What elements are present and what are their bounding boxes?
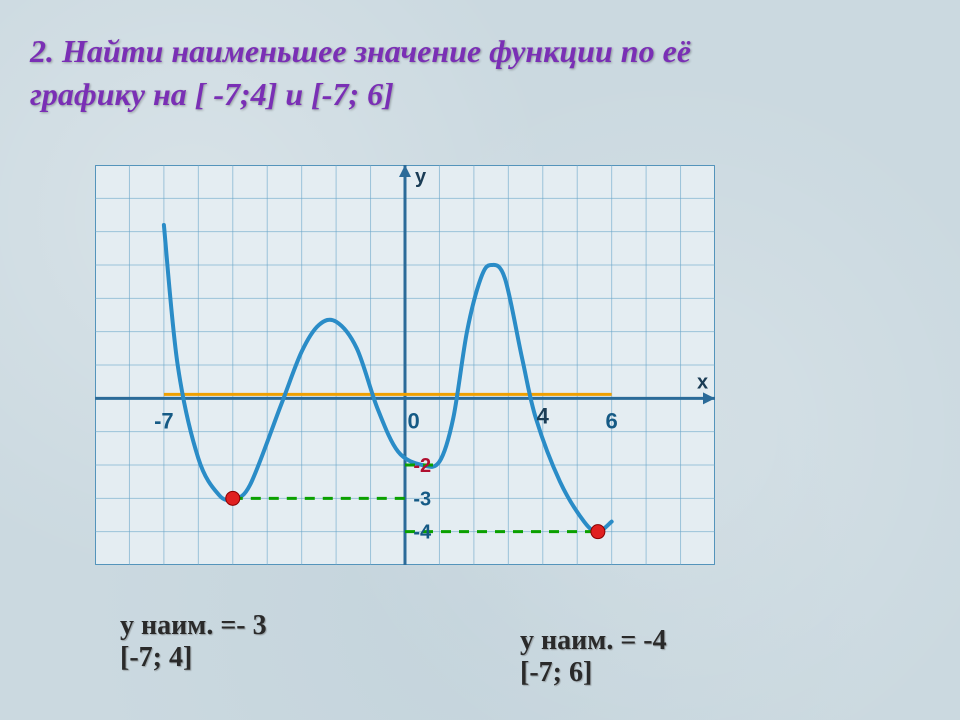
svg-text:-3: -3 — [413, 488, 431, 510]
svg-text:-7: -7 — [154, 409, 174, 434]
title-line-2: графику на [ -7;4] и [-7; 6] — [30, 76, 394, 112]
svg-text:-4: -4 — [413, 522, 432, 544]
svg-text:6: 6 — [606, 409, 618, 434]
problem-title: 2. Найти наименьшее значение функции по … — [30, 30, 930, 116]
svg-text:0: 0 — [407, 409, 419, 434]
title-line-1: 2. Найти наименьшее значение функции по … — [30, 33, 691, 69]
function-chart: y x -7 0 4 6 -2 -3 -4 — [95, 165, 715, 565]
answer-right-line-1: y наим. = -4 — [520, 625, 667, 656]
chart-svg: y x -7 0 4 6 -2 -3 -4 — [95, 165, 715, 565]
svg-text:-2: -2 — [413, 455, 431, 477]
answer-left: y наим. =- 3 [-7; 4] — [120, 610, 267, 674]
svg-text:y: y — [415, 166, 427, 188]
answer-left-line-1: y наим. =- 3 — [120, 610, 267, 641]
svg-text:x: x — [697, 371, 708, 393]
answer-right-line-2: [-7; 6] — [520, 657, 592, 688]
answer-left-line-2: [-7; 4] — [120, 642, 192, 673]
svg-text:4: 4 — [537, 404, 550, 429]
answer-right: y наим. = -4 [-7; 6] — [520, 625, 667, 689]
